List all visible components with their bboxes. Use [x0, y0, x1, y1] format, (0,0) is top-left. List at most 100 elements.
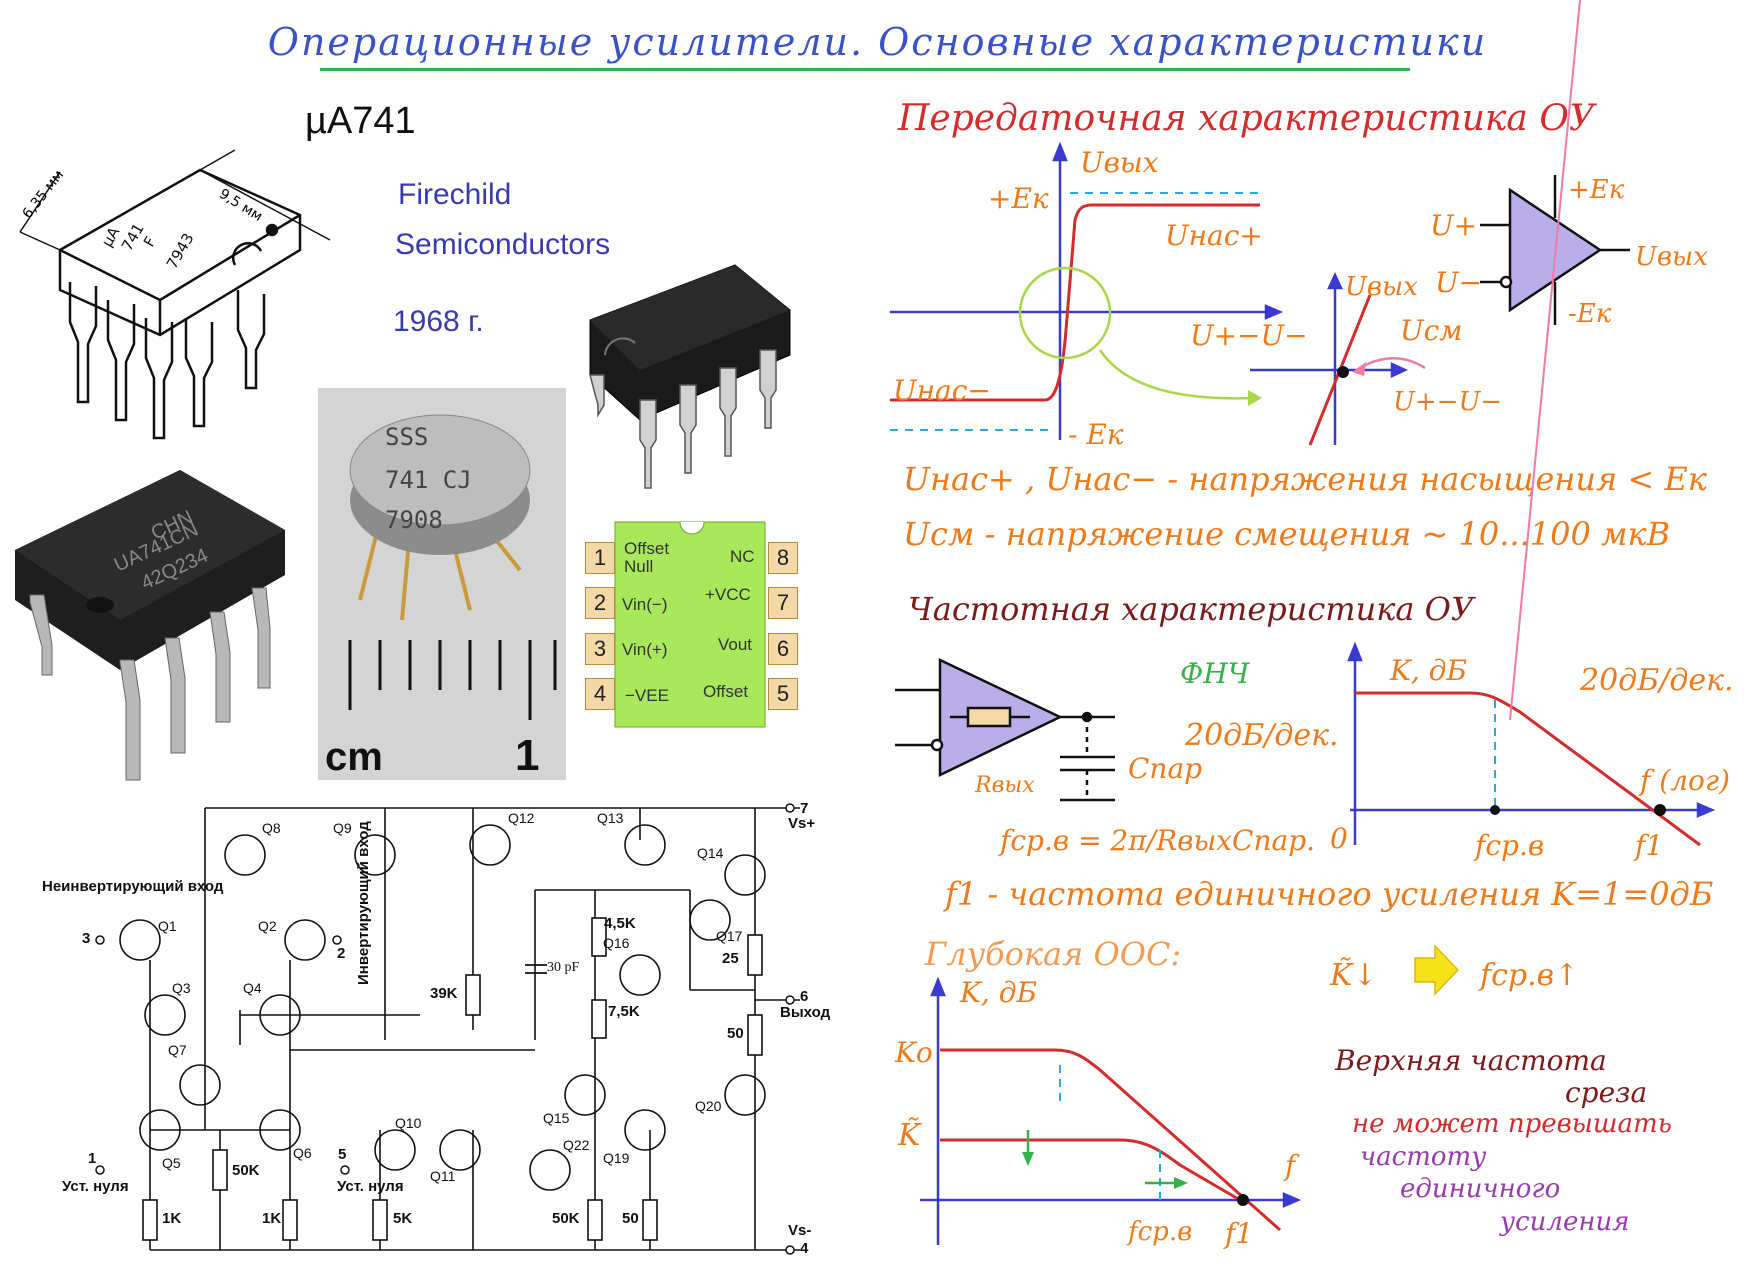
bode-axes — [1347, 641, 1716, 845]
feedback-curve-k0 — [940, 1048, 1281, 1232]
can-mark-1: 741 CJ — [385, 466, 472, 494]
feedback-right-arrow-head — [1174, 1177, 1188, 1189]
feedback-k0: Kо — [894, 1036, 933, 1069]
label-q2: Q2 — [258, 918, 277, 934]
slope-pointer — [1509, 0, 1581, 721]
schematic-wires — [149, 807, 800, 1251]
label-r-25: 25 — [722, 950, 739, 967]
label-r-50-b: 50 — [727, 1025, 744, 1042]
bode-origin: 0 — [1330, 822, 1348, 855]
transfer-sat-minus: Uнас− — [893, 374, 991, 407]
label-q16: Q16 — [603, 935, 630, 951]
label-q17: Q17 — [716, 928, 743, 944]
label-vs-minus: Vs- — [788, 1222, 812, 1239]
feedback-unity-point — [1237, 1194, 1249, 1206]
page-title: Операционные усилители. Основные характе… — [267, 20, 1488, 64]
pin-label-offset: Offset — [703, 682, 749, 701]
feedback-axes — [920, 976, 1302, 1245]
transfer-axes — [890, 141, 1284, 440]
feedback-note-0: Верхняя частота — [1334, 1044, 1607, 1077]
pin-num-left-2: 2 — [585, 587, 615, 619]
pin-label-vin-minus: Vin(−) — [622, 595, 668, 614]
zoom-x-label: U+−U− — [1393, 387, 1502, 417]
zoom-offset-point — [1337, 366, 1349, 378]
can-marking: SSS 741 CJ 7908 — [385, 423, 472, 534]
zoom-arrow — [1098, 349, 1256, 400]
pin-label-vee: −VEE — [625, 686, 669, 705]
transfer-sat-plus: Uнас+ — [1165, 219, 1263, 252]
schematic-capacitor — [525, 964, 547, 974]
bode-f-cut: fср.в — [1473, 829, 1544, 862]
feedback-f-cut: fср.в — [1126, 1217, 1192, 1247]
feedback-note-1: среза — [1565, 1076, 1647, 1109]
label-r-4k5: 4,5K — [604, 915, 636, 932]
pin-label-vcc: +VCC — [705, 585, 751, 604]
pin-num-right-7: 7 — [768, 587, 798, 619]
label-q11: Q11 — [430, 1168, 456, 1184]
pin-label-vout: Vout — [718, 635, 753, 654]
transfer-x-axis-label: U+−U− — [1190, 319, 1308, 352]
symbol-in-plus: U+ — [1430, 209, 1477, 242]
label-pin-5: 5 — [338, 1146, 347, 1163]
pin-num-right-8: 8 — [768, 542, 798, 574]
maker-line-1: Firechild — [398, 178, 512, 211]
chip-name: µA741 — [305, 100, 416, 142]
feedback-curve-k — [940, 1138, 1241, 1202]
metal-can-photo — [318, 388, 566, 780]
zoom-inset-axes — [1250, 272, 1408, 445]
chip-year: 1968 г. — [393, 305, 484, 338]
label-q15: Q15 — [543, 1110, 570, 1126]
label-q20: Q20 — [695, 1098, 722, 1114]
transfer-y-axis-label: Uвых — [1080, 146, 1159, 179]
pin-label-vin-plus: Vin(+) — [622, 640, 668, 659]
dip-chip-photo — [15, 470, 285, 781]
title-underline — [320, 68, 1410, 71]
symbol-supply-plus: +Eк — [1568, 175, 1625, 205]
dip-chip-illustration — [589, 264, 791, 489]
label-q10: Q10 — [395, 1115, 422, 1131]
rule-arrow-icon — [1414, 944, 1460, 996]
label-offset-null-2: Уст. нуля — [337, 1178, 404, 1195]
feedback-x-label: f — [1283, 1149, 1300, 1182]
maker-line-2: Semiconductors — [395, 228, 611, 261]
offset-arrow-head — [1352, 362, 1366, 376]
dip-drawing — [19, 149, 331, 440]
symbol-in-minus: U− — [1435, 266, 1482, 299]
schematic-resistors — [142, 917, 763, 1241]
bode-x-label: f (лог) — [1638, 764, 1730, 797]
transfer-heading: Передаточная характеристика ОУ — [897, 98, 1598, 139]
label-q13: Q13 — [597, 810, 624, 826]
feedback-note-3: частоту — [1360, 1142, 1486, 1172]
label-capacitor: 30 pF — [547, 960, 580, 975]
frequency-heading: Частотная характеристика ОУ — [908, 590, 1477, 628]
transfer-saturation-lines — [890, 192, 1260, 431]
label-r-1k-a: 1K — [162, 1210, 182, 1227]
label-q9: Q9 — [333, 820, 352, 836]
label-pin-1: 1 — [88, 1150, 97, 1167]
zoom-circle — [1018, 266, 1112, 360]
label-q8: Q8 — [262, 820, 281, 836]
pin-num-left-3: 3 — [585, 633, 615, 665]
can-mark-2: 7908 — [385, 506, 443, 534]
label-q12: Q12 — [508, 810, 535, 826]
label-q19: Q19 — [603, 1150, 630, 1166]
label-pin-4: 4 — [800, 1240, 809, 1257]
label-r-39k: 39K — [430, 985, 458, 1002]
label-q4: Q4 — [243, 980, 262, 996]
ruler-unit: cm — [325, 735, 383, 779]
r-out-label: Rвых — [974, 773, 1035, 798]
bode-f-one: f1 — [1633, 829, 1663, 862]
zoom-y-label: Uвых — [1345, 272, 1418, 302]
rule-f-up: fср.в↑ — [1478, 958, 1579, 993]
feedback-k: K̃ — [897, 1118, 922, 1153]
feedback-down-arrow-head — [1022, 1152, 1034, 1166]
pin-num-right-6: 6 — [768, 633, 798, 665]
label-offset-null-1: Уст. нуля — [62, 1178, 129, 1195]
bode-curve — [1355, 691, 1701, 847]
label-r-50-a: 50 — [622, 1210, 639, 1227]
label-q5: Q5 — [162, 1155, 181, 1171]
transfer-note-2: Uсм - напряжение смещения ~ 10...100 мкВ — [903, 515, 1670, 553]
dim-width-label: 6,35 мм — [20, 167, 68, 222]
label-r-7k5: 7,5K — [608, 1003, 640, 1020]
